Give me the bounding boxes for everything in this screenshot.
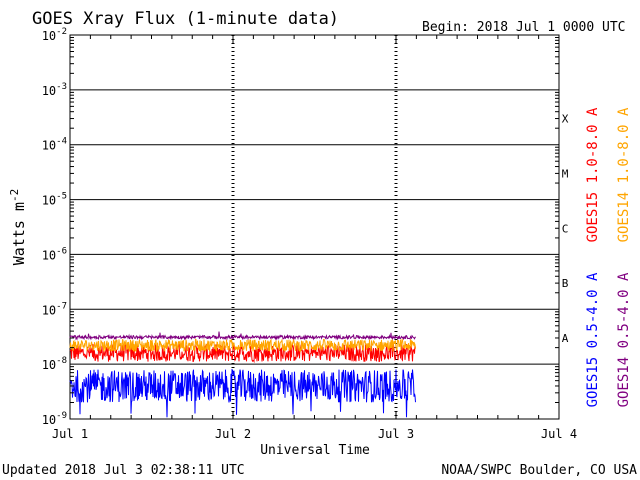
chart-title: GOES Xray Flux (1-minute data) bbox=[32, 9, 339, 29]
y-tick-label: 10-3 bbox=[42, 82, 67, 98]
legend: GOES15 1.0-8.0 A GOES14 1.0-8.0 A GOES15 0… bbox=[585, 107, 632, 407]
x-tick-label: Jul 3 bbox=[378, 427, 414, 441]
flare-class-label: A bbox=[562, 332, 569, 345]
series-line bbox=[69, 331, 416, 341]
y-tick-label: 10-8 bbox=[42, 356, 67, 372]
flare-class-label: B bbox=[562, 277, 569, 290]
updated-timestamp: Updated 2018 Jul 3 02:38:11 UTC bbox=[2, 463, 245, 478]
series-line bbox=[69, 368, 416, 418]
series-layer bbox=[69, 331, 416, 418]
legend-entry: GOES15 1.0-8.0 A bbox=[585, 107, 601, 242]
plot-area bbox=[69, 34, 560, 420]
series-line bbox=[69, 337, 416, 353]
x-tick-label: Jul 4 bbox=[541, 427, 577, 441]
x-tick-label: Jul 1 bbox=[52, 427, 88, 441]
legend-entry: GOES14 1.0-8.0 A bbox=[616, 107, 632, 242]
series-line bbox=[69, 342, 416, 364]
flare-class-label: M bbox=[562, 167, 569, 180]
y-tick-label: 10-5 bbox=[42, 192, 67, 208]
y-tick-label: 10-6 bbox=[42, 246, 67, 262]
flare-class-label: C bbox=[562, 222, 569, 235]
begin-label: Begin: 2018 Jul 1 0000 UTC bbox=[422, 20, 626, 35]
legend-entry: GOES15 0.5-4.0 A bbox=[585, 272, 601, 407]
legend-entry: GOES14 0.5-4.0 A bbox=[616, 272, 632, 407]
flare-class-label: X bbox=[562, 113, 569, 126]
y-axis-label: Watts m-2 bbox=[8, 189, 28, 265]
y-tick-label: 10-7 bbox=[42, 301, 67, 317]
y-tick-label: 10-4 bbox=[42, 137, 67, 153]
x-tick-label: Jul 2 bbox=[215, 427, 251, 441]
y-tick-label: 10-9 bbox=[42, 411, 67, 427]
x-axis-label: Universal Time bbox=[260, 443, 370, 458]
data-source: NOAA/SWPC Boulder, CO USA bbox=[441, 463, 637, 478]
y-tick-label: 10-2 bbox=[42, 27, 67, 43]
